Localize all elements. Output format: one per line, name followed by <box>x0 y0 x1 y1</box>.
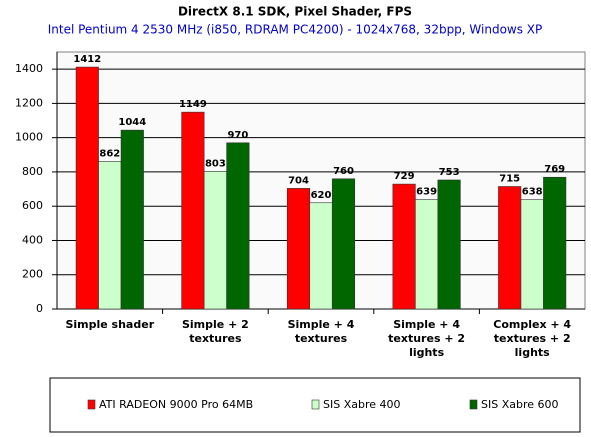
value-label: 769 <box>544 164 565 175</box>
y-tick-label: 1000 <box>15 131 43 144</box>
value-label: 1044 <box>118 117 146 128</box>
value-label: 1412 <box>73 54 101 65</box>
bar <box>98 161 122 310</box>
y-tick-label: 600 <box>22 199 43 212</box>
value-label: 862 <box>99 148 120 159</box>
x-tick-label: Simple + 4 textures <box>287 318 355 345</box>
value-label: 1149 <box>179 99 207 110</box>
value-label: 970 <box>227 130 248 141</box>
value-label: 639 <box>416 187 437 198</box>
y-tick-label: 200 <box>22 268 43 281</box>
y-tick-label: 400 <box>22 233 43 246</box>
legend-label: ATI RADEON 9000 Pro 64MB <box>99 398 253 411</box>
x-tick-label: Simple + 4 textures + 2 lights <box>388 318 466 359</box>
bar <box>286 188 311 310</box>
value-label: 620 <box>311 190 332 201</box>
legend-swatch <box>311 399 320 410</box>
value-label: 729 <box>394 171 415 182</box>
bar <box>392 183 416 310</box>
bar <box>75 66 99 310</box>
value-label: 760 <box>333 166 354 177</box>
bar <box>226 142 250 310</box>
legend-label: SIS Xabre 400 <box>323 398 401 411</box>
legend-label: SIS Xabre 600 <box>481 398 559 411</box>
legend-swatch <box>87 399 96 410</box>
x-tick-label: Simple shader <box>65 318 155 331</box>
bar <box>415 199 439 310</box>
bar <box>543 176 567 310</box>
bar <box>520 199 544 310</box>
bar <box>309 202 333 310</box>
y-tick-label: 1400 <box>15 62 43 75</box>
chart-title: DirectX 8.1 SDK, Pixel Shader, FPS <box>178 5 412 19</box>
bar <box>203 171 227 310</box>
value-label: 638 <box>522 187 543 198</box>
y-tick-label: 800 <box>22 165 43 178</box>
y-tick-label: 1200 <box>15 96 43 109</box>
x-tick-label: Simple + 2 textures <box>181 318 249 345</box>
value-label: 715 <box>499 173 520 184</box>
bar <box>331 178 356 310</box>
bar <box>120 129 144 310</box>
bar <box>437 179 461 310</box>
x-tick-label: Complex + 4 textures + 2 lights <box>493 318 572 359</box>
bar <box>181 111 205 310</box>
bar <box>498 186 522 310</box>
value-label: 803 <box>205 158 226 169</box>
value-label: 704 <box>288 175 309 186</box>
y-tick-label: 0 <box>36 302 43 315</box>
legend-swatch <box>469 399 478 410</box>
chart-subtitle: Intel Pentium 4 2530 MHz (i850, RDRAM PC… <box>48 23 543 37</box>
value-label: 753 <box>439 167 460 178</box>
